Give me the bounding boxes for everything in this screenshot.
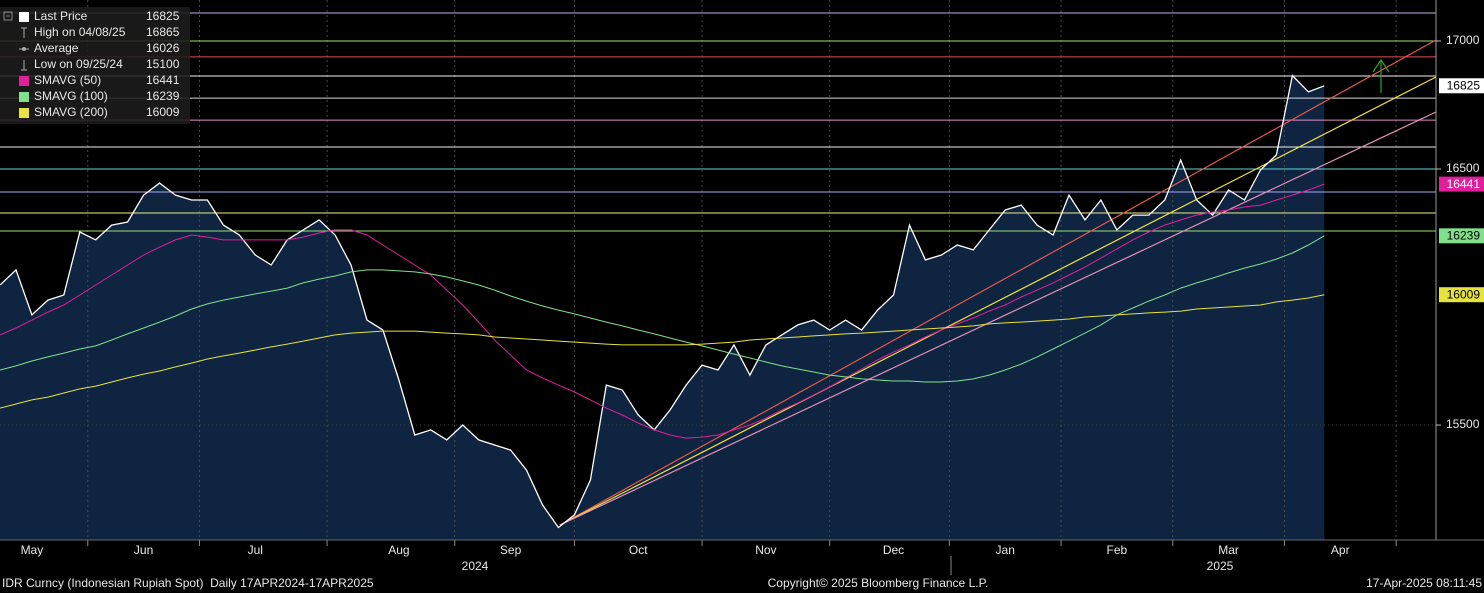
legend-icon <box>22 47 26 51</box>
x-tick-label: Oct <box>629 543 648 557</box>
value-label: 16009 <box>1447 287 1481 301</box>
x-tick-label: Dec <box>883 543 904 557</box>
value-label-box <box>1439 78 1484 94</box>
legend-box <box>0 7 190 124</box>
year-label: 2024 <box>462 559 489 573</box>
sma-line <box>0 294 1325 409</box>
trend-line <box>559 76 1437 526</box>
price-line <box>0 74 1325 529</box>
sma-line <box>0 183 1325 439</box>
legend: Last Price 16825 High on 04/08/25 16865 Aver… <box>0 7 190 124</box>
sma-line <box>0 235 1325 383</box>
x-tick-label: Sep <box>500 543 522 557</box>
legend-value: 16825 <box>146 9 180 23</box>
line-layer <box>0 74 1325 529</box>
legend-value: 15100 <box>146 57 180 71</box>
value-label: 16239 <box>1447 228 1481 242</box>
value-label-box <box>1439 228 1484 244</box>
legend-label: SMAVG (200) <box>34 105 108 119</box>
label-layer: 15500 16500 17000 May Jun Jul Aug Sep Oct Nov Dec J… <box>21 33 1484 573</box>
legend-collapse <box>3 11 13 21</box>
legend-value: 16239 <box>146 89 180 103</box>
legend-value: 16441 <box>146 73 180 87</box>
legend-value: 16026 <box>146 41 180 55</box>
y-tick-label: 16500 <box>1446 161 1480 175</box>
x-tick-label: Jun <box>134 543 153 557</box>
legend-value: 16865 <box>146 25 180 39</box>
arrow-head <box>1372 58 1390 73</box>
legend-label: Last Price <box>34 9 88 23</box>
x-tick-label: Apr <box>1331 543 1350 557</box>
legend-value: 16009 <box>146 105 180 119</box>
x-tick-label: Jul <box>248 543 263 557</box>
legend-swatch <box>19 76 29 86</box>
y-tick-label: 17000 <box>1446 33 1480 47</box>
y-tick-label: 15500 <box>1446 417 1480 431</box>
x-tick-label: May <box>21 543 44 557</box>
legend-label: SMAVG (100) <box>34 89 108 103</box>
x-tick-label: Aug <box>388 543 409 557</box>
reference-layer <box>0 12 1436 232</box>
x-tick-label: Jan <box>996 543 1015 557</box>
x-tick-label: Nov <box>755 543 776 557</box>
legend-swatch <box>19 92 29 102</box>
legend-swatch <box>19 108 29 118</box>
legend-label: High on 04/08/25 <box>34 25 126 39</box>
price-area <box>0 75 1325 540</box>
source-text: IDR Curncy (Indonesian Rupiah Spot) Dail… <box>2 576 374 590</box>
copyright: Copyright© 2025 Bloomberg Finance L.P. <box>768 576 989 590</box>
trend-line <box>559 39 1437 526</box>
value-label: 16441 <box>1447 177 1481 191</box>
value-label: 16825 <box>1447 78 1481 92</box>
value-label-box <box>1439 176 1484 192</box>
area-layer <box>0 75 1325 540</box>
legend-swatch <box>19 12 29 22</box>
trend-line <box>559 111 1437 526</box>
trend-lines <box>559 39 1437 526</box>
value-label-box <box>1439 287 1484 303</box>
timestamp: 17-Apr-2025 08:11:45 <box>1366 576 1482 590</box>
legend-label: SMAVG (50) <box>34 73 101 87</box>
x-tick-label: Mar <box>1218 543 1239 557</box>
x-tick-label: Feb <box>1107 543 1128 557</box>
year-label: 2025 <box>1207 559 1234 573</box>
legend-label: Average <box>34 41 79 55</box>
legend-label: Low on 09/25/24 <box>34 57 123 71</box>
axis-layer <box>0 0 1484 575</box>
